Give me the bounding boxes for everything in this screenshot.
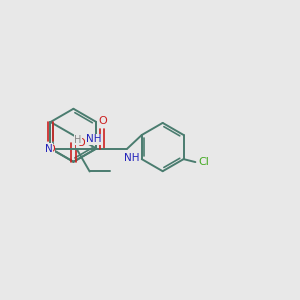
Text: Cl: Cl [199,157,210,167]
Text: O: O [98,116,107,126]
Text: N: N [45,143,53,154]
Text: H: H [74,135,82,145]
Text: O: O [46,144,55,154]
Text: O: O [76,138,85,148]
Text: NH: NH [86,134,101,144]
Text: NH: NH [124,153,140,163]
